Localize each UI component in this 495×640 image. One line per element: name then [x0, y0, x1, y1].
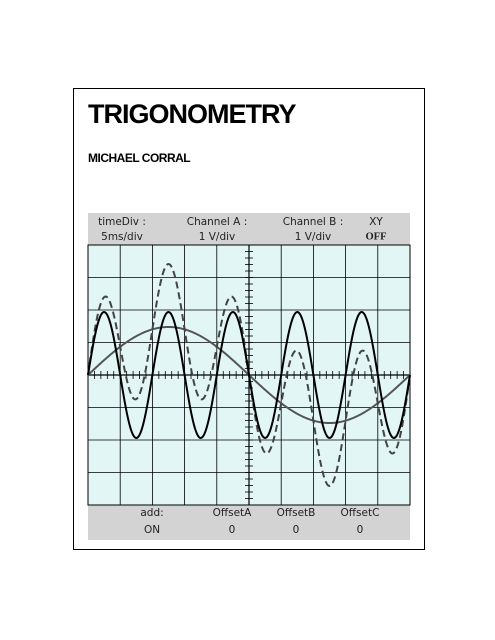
scope-header — [88, 213, 410, 245]
footer-label: 0 — [357, 524, 364, 536]
grid — [87, 244, 411, 506]
header-label: timeDiv : — [98, 216, 146, 228]
footer-label: OffsetA — [213, 507, 253, 519]
header-label: 1 V/div — [199, 231, 236, 243]
header-label: 1 V/div — [295, 231, 332, 243]
scope-footer — [88, 505, 410, 540]
header-label: Channel A : — [187, 216, 248, 228]
waves — [87, 263, 411, 487]
header-label: Channel B : — [283, 216, 344, 228]
author: MICHAEL CORRAL — [88, 151, 190, 165]
title: TRIGONOMETRY — [88, 99, 296, 129]
footer-label: 0 — [229, 524, 236, 536]
wave-a — [87, 310, 411, 440]
footer-label: ON — [144, 524, 160, 536]
footer-label: 0 — [293, 524, 300, 536]
labels: timeDiv : 5ms/div Channel A : 1 V/div Channe… — [98, 216, 386, 536]
header-label: XY — [369, 216, 383, 228]
header-label: 5ms/div — [101, 231, 143, 243]
footer-label: OffsetC — [341, 507, 380, 519]
footer-label: add: — [140, 507, 163, 519]
header-label: OFF — [366, 231, 387, 242]
footer-label: OffsetB — [277, 507, 316, 519]
